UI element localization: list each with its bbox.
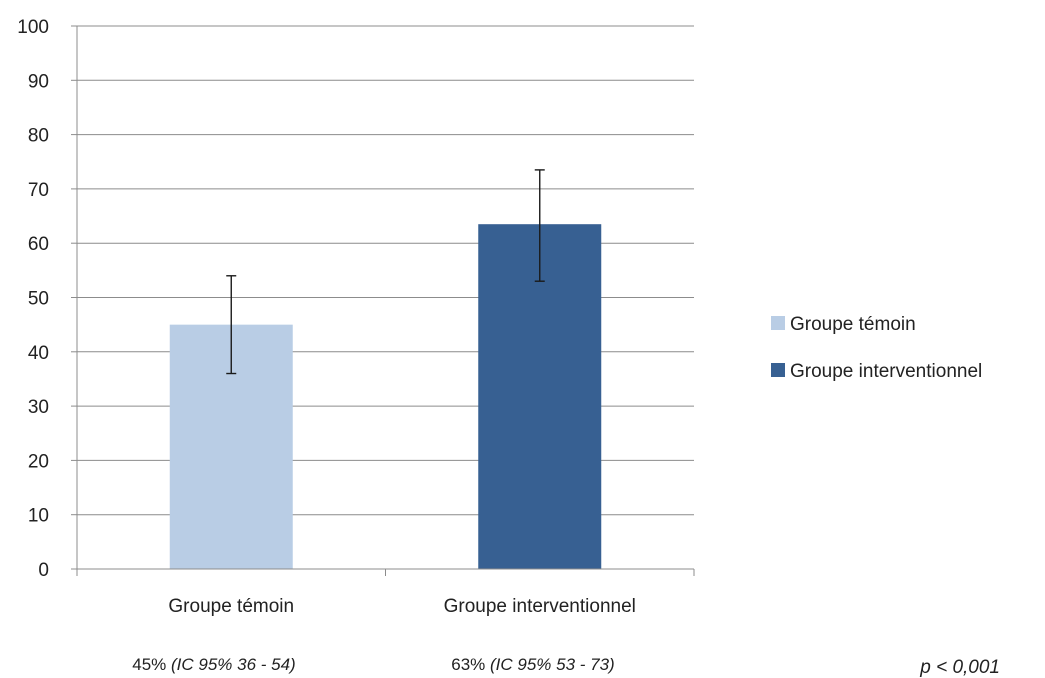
axes [71, 25, 695, 576]
x-tick-label-groupe-temoin: Groupe témoin [168, 596, 294, 617]
x-tick-label-groupe-interventionnel: Groupe interventionnel [444, 596, 636, 617]
y-tick-label-90: 90 [28, 71, 49, 92]
legend-label-groupe-temoin: Groupe témoin [790, 314, 916, 335]
y-tick-label-60: 60 [28, 234, 49, 255]
annotation-groupe-temoin: 45% (IC 95% 36 - 54) [132, 655, 295, 674]
legend: Groupe témoin Groupe interventionnel [771, 314, 982, 382]
error-bars [226, 169, 545, 375]
y-tick-label-100: 100 [17, 17, 49, 38]
y-tick-labels: 0 10 20 30 40 50 60 70 80 90 100 [17, 17, 49, 581]
annotation-groupe-interventionnel: 63% (IC 95% 53 - 73) [451, 655, 614, 674]
legend-swatch-groupe-interventionnel [771, 363, 785, 377]
y-tick-label-50: 50 [28, 289, 49, 310]
annotation-groupe-interventionnel-ci: (IC 95% 53 - 73) [490, 655, 615, 674]
legend-label-groupe-interventionnel: Groupe interventionnel [790, 361, 982, 382]
gridlines [77, 25, 694, 516]
annotation-groupe-temoin-ci: (IC 95% 36 - 54) [171, 655, 296, 674]
y-tick-label-70: 70 [28, 180, 49, 201]
y-tick-label-80: 80 [28, 126, 49, 147]
annotation-groupe-interventionnel-percent: 63% [451, 655, 490, 674]
y-tick-label-40: 40 [28, 343, 49, 364]
p-value: p < 0,001 [919, 657, 1000, 678]
legend-swatch-groupe-temoin [771, 316, 785, 330]
y-tick-label-30: 30 [28, 397, 49, 418]
annotation-groupe-temoin-percent: 45% [132, 655, 171, 674]
y-tick-label-20: 20 [28, 451, 49, 472]
y-tick-label-10: 10 [28, 506, 49, 527]
x-category-labels: Groupe témoin Groupe interventionnel [168, 596, 635, 617]
y-tick-label-0: 0 [38, 560, 49, 581]
